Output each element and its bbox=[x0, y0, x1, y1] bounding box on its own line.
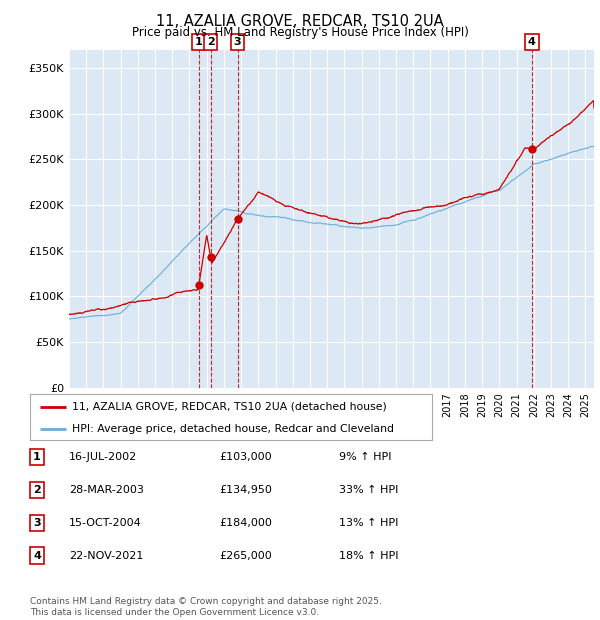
Text: 22-NOV-2021: 22-NOV-2021 bbox=[69, 551, 143, 560]
Text: 28-MAR-2003: 28-MAR-2003 bbox=[69, 485, 144, 495]
Text: HPI: Average price, detached house, Redcar and Cleveland: HPI: Average price, detached house, Redc… bbox=[72, 423, 394, 433]
Text: £184,000: £184,000 bbox=[219, 518, 272, 528]
Text: £103,000: £103,000 bbox=[219, 452, 272, 462]
Text: £134,950: £134,950 bbox=[219, 485, 272, 495]
Text: 16-JUL-2002: 16-JUL-2002 bbox=[69, 452, 137, 462]
Text: 1: 1 bbox=[33, 452, 41, 462]
Text: 9% ↑ HPI: 9% ↑ HPI bbox=[339, 452, 391, 462]
Text: 33% ↑ HPI: 33% ↑ HPI bbox=[339, 485, 398, 495]
Text: 4: 4 bbox=[33, 551, 41, 560]
Text: £265,000: £265,000 bbox=[219, 551, 272, 560]
Text: Price paid vs. HM Land Registry's House Price Index (HPI): Price paid vs. HM Land Registry's House … bbox=[131, 26, 469, 39]
Text: 11, AZALIA GROVE, REDCAR, TS10 2UA: 11, AZALIA GROVE, REDCAR, TS10 2UA bbox=[156, 14, 444, 29]
Text: 15-OCT-2004: 15-OCT-2004 bbox=[69, 518, 142, 528]
Text: 3: 3 bbox=[234, 37, 241, 47]
Text: 2: 2 bbox=[33, 485, 41, 495]
Text: Contains HM Land Registry data © Crown copyright and database right 2025.
This d: Contains HM Land Registry data © Crown c… bbox=[30, 598, 382, 617]
Text: 3: 3 bbox=[33, 518, 41, 528]
Text: 4: 4 bbox=[528, 37, 536, 47]
Text: 2: 2 bbox=[207, 37, 215, 47]
Text: 18% ↑ HPI: 18% ↑ HPI bbox=[339, 551, 398, 560]
Text: 13% ↑ HPI: 13% ↑ HPI bbox=[339, 518, 398, 528]
Text: 11, AZALIA GROVE, REDCAR, TS10 2UA (detached house): 11, AZALIA GROVE, REDCAR, TS10 2UA (deta… bbox=[72, 402, 387, 412]
Text: 1: 1 bbox=[195, 37, 203, 47]
